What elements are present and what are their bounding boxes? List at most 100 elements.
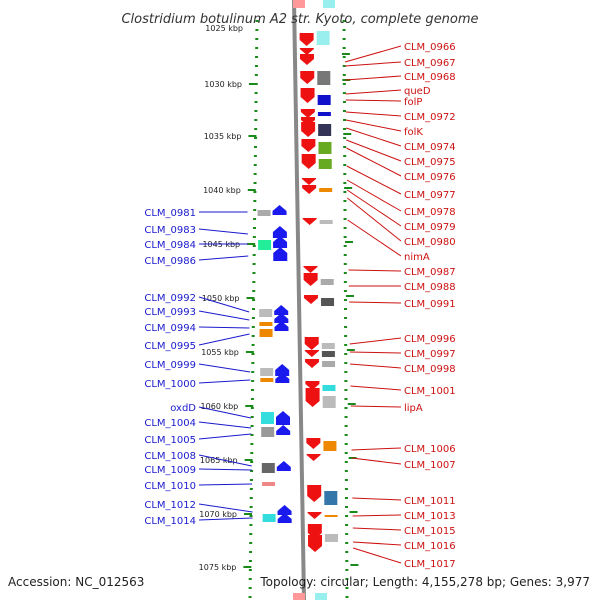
left-leader-line xyxy=(198,454,252,467)
gene-domain-block xyxy=(319,188,333,192)
right-leader-line xyxy=(352,514,402,517)
gene-domain-block xyxy=(260,412,274,424)
scale-tick-label: 1065 kbp xyxy=(200,456,238,465)
right-gene-label: CLM_0975 xyxy=(404,157,456,168)
gene-domain-block xyxy=(262,482,276,486)
right-gene-label: CLM_0977 xyxy=(404,190,456,201)
right-gene-label: CLM_1016 xyxy=(404,541,456,552)
scale-tick-label: 1030 kbp xyxy=(204,80,242,89)
right-leader-line xyxy=(345,111,402,117)
gene-domain-block xyxy=(317,71,331,85)
right-gene-label: CLM_0978 xyxy=(404,207,456,218)
right-gene-label: CLM_0991 xyxy=(404,299,456,310)
gene-domain-block xyxy=(324,491,338,505)
left-gene-label: CLM_1004 xyxy=(144,418,196,429)
gene-domain-block xyxy=(318,159,332,169)
forward-gene-arrow xyxy=(303,295,318,304)
left-leader-line xyxy=(198,517,253,521)
right-gene-label: CLM_0967 xyxy=(404,58,456,69)
gene-domain-block xyxy=(322,396,336,408)
edge-strip xyxy=(293,593,305,600)
right-gene-label: CLM_0988 xyxy=(404,282,456,293)
right-leader-line xyxy=(349,301,402,304)
reverse-gene-arrow xyxy=(275,364,290,376)
forward-gene-arrow xyxy=(300,109,315,118)
reverse-gene-arrow xyxy=(276,461,291,471)
edge-strip xyxy=(293,0,305,8)
gene-domain-block xyxy=(321,351,335,357)
right-leader-line xyxy=(352,547,402,564)
map-title: Clostridium botulinum A2 str. Kyoto, com… xyxy=(121,12,478,27)
edge-strip xyxy=(323,0,335,8)
edge-strip xyxy=(315,593,327,600)
left-gene-label: CLM_1000 xyxy=(144,379,196,390)
gene-domain-block xyxy=(261,427,275,437)
left-gene-label: CLM_0983 xyxy=(144,225,196,236)
gene-domain-block xyxy=(317,112,331,116)
scale-tick-label: 1055 kbp xyxy=(201,348,239,357)
right-dotted-rail xyxy=(342,19,349,600)
gene-domain-block xyxy=(324,515,338,517)
forward-gene-arrow xyxy=(301,117,315,126)
reverse-gene-arrow xyxy=(277,505,292,515)
gene-domain-block xyxy=(319,220,333,224)
reverse-gene-arrow xyxy=(274,305,289,315)
left-gene-label: CLM_0981 xyxy=(144,208,196,219)
scale-tick-label: 1070 kbp xyxy=(199,510,237,519)
forward-gene-arrow xyxy=(300,71,315,84)
right-gene-label: CLM_0998 xyxy=(404,364,456,375)
left-gene-label: CLM_1005 xyxy=(144,435,196,446)
left-gene-label: CLM_0993 xyxy=(144,307,196,318)
left-leader-line xyxy=(198,433,252,440)
forward-gene-arrow xyxy=(299,54,314,65)
left-gene-label: CLM_0992 xyxy=(144,293,196,304)
forward-gene-arrow xyxy=(301,154,316,169)
topology-text: Topology: circular; Length: 4,155,278 bp… xyxy=(259,575,590,589)
forward-gene-arrow xyxy=(305,359,320,368)
gene-domain-block xyxy=(318,142,332,154)
forward-gene-arrow xyxy=(302,178,316,185)
genome-backbone xyxy=(292,0,306,600)
right-leader-line xyxy=(352,497,402,501)
left-leader-line xyxy=(198,310,250,321)
right-leader-line xyxy=(349,337,402,345)
left-leader-line xyxy=(198,379,251,384)
forward-gene-arrow xyxy=(307,485,322,502)
left-leader-line xyxy=(198,421,252,429)
forward-gene-arrow xyxy=(305,381,320,390)
right-gene-label: folK xyxy=(404,127,423,138)
gene-domain-block xyxy=(320,279,334,285)
right-gene-label: CLM_1007 xyxy=(404,460,456,471)
right-leader-line xyxy=(346,179,402,212)
gene-domain-block xyxy=(324,534,338,542)
gene-domain-block xyxy=(322,361,336,367)
scale-tick-label-partial: 1025 kbp xyxy=(205,24,243,33)
forward-gene-arrow xyxy=(303,273,318,286)
gene-domain-block xyxy=(260,378,274,382)
right-gene-label: CLM_0996 xyxy=(404,334,456,345)
left-leader-line xyxy=(198,326,250,329)
right-leader-line xyxy=(345,99,402,102)
gene-domain-block xyxy=(318,124,332,136)
reverse-gene-arrow xyxy=(276,411,290,425)
left-gene-label: CLM_0986 xyxy=(144,256,196,267)
reverse-gene-arrow xyxy=(273,247,288,261)
scale-tick-label: 1035 kbp xyxy=(204,132,242,141)
right-leader-line xyxy=(350,385,402,391)
accession-text: Accession: NC_012563 xyxy=(8,575,144,589)
right-leader-line xyxy=(344,45,402,63)
right-gene-label: CLM_1001 xyxy=(404,386,456,397)
right-leader-line xyxy=(350,363,402,369)
right-leader-line xyxy=(345,61,402,67)
left-leader-line xyxy=(198,363,251,373)
right-leader-line xyxy=(345,127,402,147)
forward-gene-arrow xyxy=(304,350,319,357)
right-leader-line xyxy=(346,147,402,177)
left-leader-line xyxy=(198,406,252,419)
gene-domain-block xyxy=(321,298,335,306)
reverse-gene-arrow xyxy=(274,313,289,323)
forward-gene-arrow xyxy=(302,185,317,194)
right-leader-line xyxy=(345,75,402,81)
forward-gene-arrow xyxy=(304,337,319,350)
